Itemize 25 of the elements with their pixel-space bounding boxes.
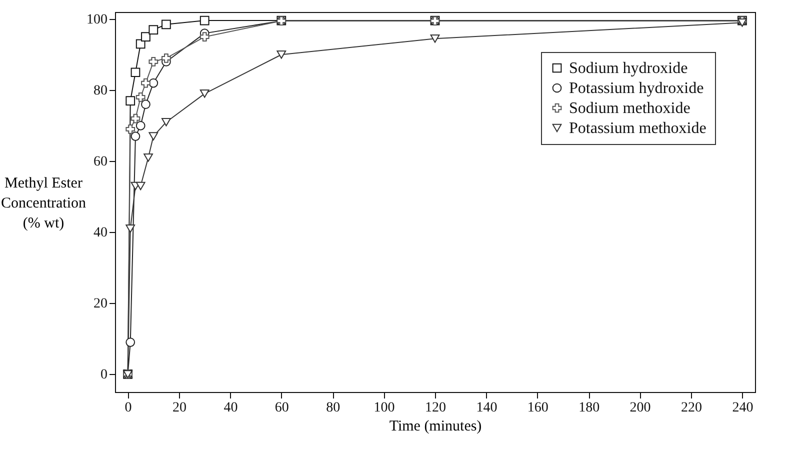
legend-label: Sodium methoxide	[569, 100, 690, 117]
x-tick-label: 40	[224, 400, 238, 416]
legend-label: Sodium hydroxide	[569, 60, 688, 77]
x-tick-label: 80	[326, 400, 340, 416]
x-tick-label: 0	[124, 400, 132, 416]
y-tick-label: 80	[94, 84, 108, 99]
x-tick-label: 200	[630, 400, 651, 416]
x-axis-title: Time (minutes)	[389, 418, 482, 434]
y-axis-title: Methyl Ester Concentration (% wt)	[1, 176, 86, 232]
x-tick-label: 120	[425, 400, 446, 416]
legend-label: Potassium hydroxide	[569, 80, 704, 97]
x-tick-label: 60	[274, 400, 289, 416]
legend-label: Potassium methoxide	[569, 120, 706, 137]
x-tick-label: 140	[476, 400, 498, 416]
y-tick-label: 40	[94, 226, 108, 241]
x-tick-label: 220	[681, 400, 702, 416]
x-tick-label: 240	[732, 400, 754, 416]
x-tick-label: 160	[527, 400, 548, 416]
y-tick-label: 0	[100, 368, 108, 383]
x-tick-label: 180	[578, 400, 600, 416]
y-tick-label: 60	[94, 154, 108, 170]
x-tick-label: 100	[374, 400, 395, 416]
x-tick-label: 20	[172, 400, 186, 416]
y-tick-label: 20	[94, 296, 108, 312]
y-tick-label: 100	[86, 12, 108, 28]
